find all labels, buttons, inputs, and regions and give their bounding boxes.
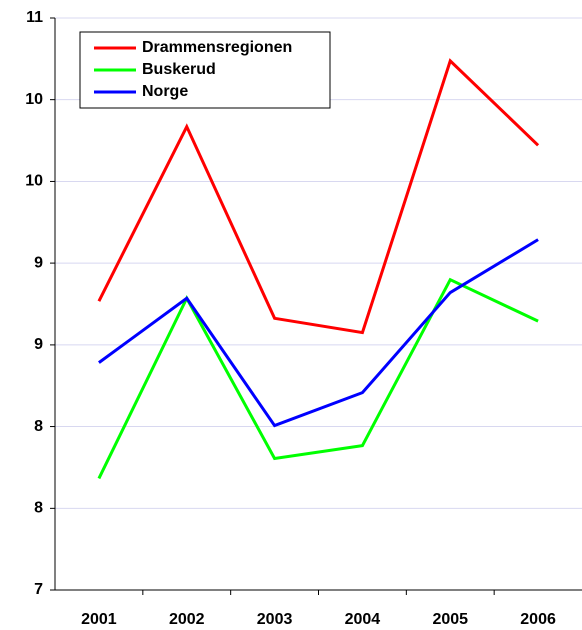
y-tick-label: 7 — [34, 581, 43, 598]
y-tick-label: 10 — [25, 91, 43, 108]
x-tick-label: 2001 — [81, 611, 117, 628]
series-line — [97, 277, 539, 480]
y-tick-label: 8 — [34, 500, 43, 517]
legend-label: Norge — [142, 83, 188, 100]
y-tick-label: 9 — [34, 336, 43, 353]
y-tick-label: 11 — [26, 9, 43, 26]
y-tick-label: 9 — [34, 254, 43, 271]
x-tick-label: 2005 — [432, 611, 468, 628]
y-tick-label: 8 — [34, 418, 43, 435]
series-line — [98, 238, 539, 428]
legend-label: Buskerud — [142, 61, 216, 78]
legend-label: Drammensregionen — [142, 39, 292, 56]
x-tick-label: 2002 — [169, 611, 205, 628]
y-tick-label: 10 — [25, 173, 43, 190]
x-tick-label: 2004 — [345, 611, 381, 628]
x-tick-label: 2003 — [257, 611, 293, 628]
x-tick-label: 2006 — [520, 611, 556, 628]
series-line — [97, 58, 540, 335]
